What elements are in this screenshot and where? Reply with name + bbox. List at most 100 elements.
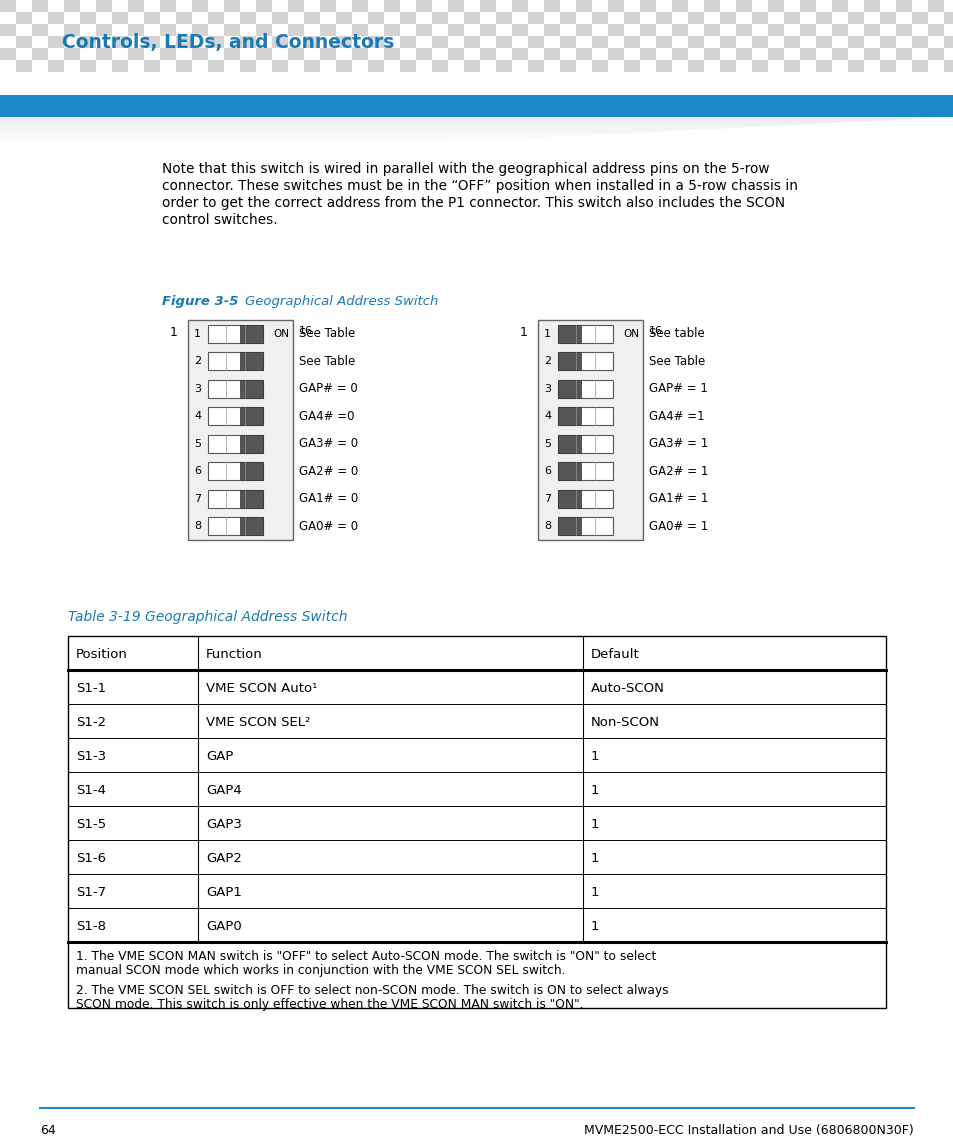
Bar [448,48,463,60]
Bar [239,518,263,535]
Bar [607,48,623,60]
Bar [558,353,613,370]
Bar [335,11,352,24]
Text: 1: 1 [590,919,598,932]
Text: GAP4: GAP4 [206,783,241,797]
Text: 1: 1 [590,783,598,797]
Bar [112,35,128,48]
Bar [879,11,895,24]
Bar [512,24,527,35]
Text: GA1# = 0: GA1# = 0 [298,492,358,505]
Bar [304,60,319,72]
Text: GAP: GAP [206,750,233,763]
Bar [288,24,304,35]
Bar [239,408,263,425]
Text: See Table: See Table [298,327,355,340]
Bar [416,24,432,35]
Bar [496,35,512,48]
Bar [558,518,580,535]
Bar [239,463,263,480]
Text: GA3# = 0: GA3# = 0 [298,437,357,450]
Bar [815,60,831,72]
Bar [80,35,96,48]
Bar [543,24,559,35]
Text: connector. These switches must be in the “OFF” position when installed in a 5-ro: connector. These switches must be in the… [162,179,797,194]
Bar [272,11,288,24]
Bar [224,24,240,35]
Bar [175,60,192,72]
Text: 1: 1 [543,329,551,339]
Bar [767,48,783,60]
Bar [352,0,368,11]
Bar [751,35,767,48]
Bar [895,0,911,11]
Bar [255,48,272,60]
Text: GA3# = 1: GA3# = 1 [648,437,707,450]
Bar [80,60,96,72]
Bar [288,0,304,11]
Bar [671,24,687,35]
Text: 1: 1 [590,818,598,830]
Bar [144,11,160,24]
Bar [943,60,953,72]
Bar [0,24,16,35]
Bar [416,48,432,60]
Bar [240,11,255,24]
Bar [751,11,767,24]
Bar [943,11,953,24]
Bar [128,0,144,11]
Bar [16,35,32,48]
Text: MVME2500-ECC Installation and Use (6806800N30F): MVME2500-ECC Installation and Use (68068… [583,1124,913,1137]
Bar [208,11,224,24]
Bar [368,35,384,48]
Bar [384,48,399,60]
Bar [895,48,911,60]
Text: 2. The VME SCON SEL switch is OFF to select non-SCON mode. The switch is ON to s: 2. The VME SCON SEL switch is OFF to sel… [76,984,668,997]
Bar [160,0,175,11]
Bar [16,60,32,72]
Bar [432,60,448,72]
Bar [527,60,543,72]
Bar [128,24,144,35]
Text: GA4# =1: GA4# =1 [648,410,704,423]
Bar [927,0,943,11]
Bar [559,11,576,24]
Bar [512,48,527,60]
Bar [463,11,479,24]
Bar [656,35,671,48]
Text: 5: 5 [193,439,201,449]
Text: GA0# = 0: GA0# = 0 [298,520,357,532]
Bar [208,435,263,452]
Bar [208,490,263,507]
Bar [639,0,656,11]
Bar [720,11,735,24]
Bar [432,11,448,24]
Bar [558,353,580,370]
Bar [463,35,479,48]
Text: GAP2: GAP2 [206,852,242,864]
Bar [558,435,613,452]
Text: S1-2: S1-2 [76,716,106,728]
Text: S1-4: S1-4 [76,783,106,797]
Text: S1-8: S1-8 [76,919,106,932]
Bar [96,48,112,60]
Text: 6: 6 [543,466,551,476]
Bar [368,60,384,72]
Bar [720,60,735,72]
Bar [399,11,416,24]
Bar [304,35,319,48]
Text: 7: 7 [543,493,551,504]
Text: Figure 3-5: Figure 3-5 [162,295,238,308]
Text: GA0# = 1: GA0# = 1 [648,520,707,532]
Bar [239,490,263,507]
Bar [623,60,639,72]
Bar [96,24,112,35]
Bar [543,48,559,60]
Bar [48,60,64,72]
Text: 1. The VME SCON MAN switch is "OFF" to select Auto-SCON mode. The switch is "ON": 1. The VME SCON MAN switch is "OFF" to s… [76,950,656,963]
Bar [558,463,580,480]
Bar [879,35,895,48]
Bar [255,0,272,11]
Bar [32,0,48,11]
Bar [607,0,623,11]
